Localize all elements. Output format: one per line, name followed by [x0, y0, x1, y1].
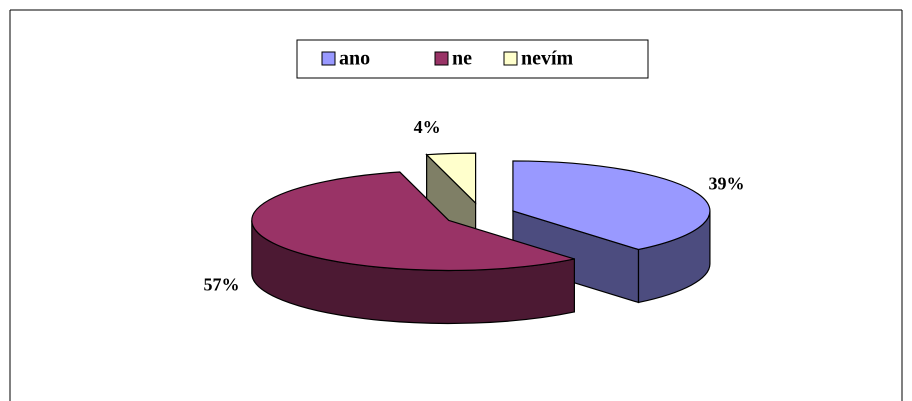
legend-label: ano	[339, 48, 370, 70]
data-label: 57%	[204, 274, 240, 294]
slice	[251, 171, 575, 272]
slice	[425, 152, 477, 205]
data-label: 4%	[414, 117, 441, 137]
legend-swatch	[321, 51, 336, 66]
data-label: 39%	[709, 174, 745, 194]
slice	[512, 160, 711, 251]
legend-swatch	[503, 51, 518, 66]
legend-swatch	[434, 51, 449, 66]
legend-label: nevím	[521, 48, 574, 70]
legend-label: ne	[452, 48, 472, 70]
legend-box	[296, 39, 649, 79]
